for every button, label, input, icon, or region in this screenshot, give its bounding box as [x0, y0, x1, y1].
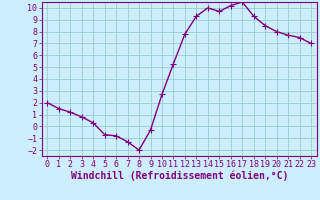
X-axis label: Windchill (Refroidissement éolien,°C): Windchill (Refroidissement éolien,°C) — [70, 171, 288, 181]
